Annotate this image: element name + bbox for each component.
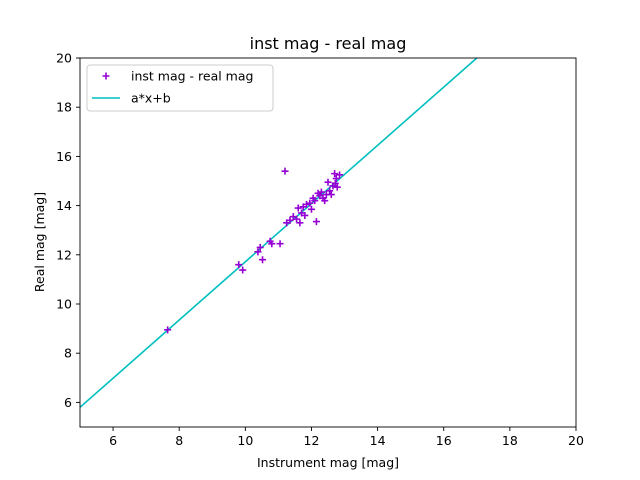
legend-scatter-marker	[102, 72, 110, 80]
data-point-marker	[281, 167, 289, 175]
data-point-marker	[268, 240, 276, 248]
data-point-marker	[307, 205, 315, 213]
data-point-marker	[164, 326, 172, 334]
data-point-marker	[276, 240, 284, 248]
x-tick-label: 12	[304, 433, 320, 448]
data-point-marker	[333, 183, 341, 191]
x-tick-label: 18	[502, 433, 518, 448]
data-point	[312, 218, 320, 226]
plot-area	[80, 58, 478, 408]
legend-box	[86, 64, 274, 112]
data-point-marker	[326, 187, 334, 195]
data-point-marker	[321, 197, 329, 205]
data-point	[286, 216, 294, 224]
data-point	[281, 167, 289, 175]
axes: 6 8 10 12 14 16 18 20 6 8 10 12 14 16 18 20	[56, 51, 584, 449]
y-tick-label: 16	[56, 149, 72, 164]
legend-label-scatter: inst mag - real mag	[131, 69, 253, 84]
data-point	[294, 204, 302, 212]
y-tick-label: 8	[64, 346, 72, 361]
chart-title: inst mag - real mag	[250, 34, 407, 53]
data-point-marker	[312, 218, 320, 226]
data-point-marker	[306, 199, 314, 207]
data-point	[326, 187, 334, 195]
y-tick-label: 18	[56, 100, 72, 115]
data-point-marker	[259, 256, 267, 264]
data-point	[268, 240, 276, 248]
data-point-marker	[294, 204, 302, 212]
scatter-series	[164, 167, 344, 334]
fit-line-series	[80, 58, 478, 408]
data-point	[239, 266, 247, 274]
x-tick-label: 8	[175, 433, 183, 448]
y-tick-label: 20	[56, 51, 72, 66]
y-tick-label: 10	[56, 297, 72, 312]
data-point	[256, 243, 264, 251]
data-point	[327, 191, 335, 199]
plot-frame	[79, 57, 577, 428]
data-point	[317, 188, 325, 196]
data-point	[321, 197, 329, 205]
data-point	[301, 211, 309, 219]
legend-entry-line: a*x+b	[92, 91, 171, 106]
data-point	[254, 248, 262, 256]
data-point-marker	[324, 178, 332, 186]
data-point-marker	[296, 219, 304, 227]
data-point	[324, 178, 332, 186]
data-point	[296, 219, 304, 227]
data-point-marker	[331, 179, 339, 187]
data-point	[164, 326, 172, 334]
data-point-marker	[331, 170, 339, 178]
x-tick-label: 16	[436, 433, 452, 448]
data-point-marker	[303, 200, 311, 208]
y-axis-label: Real mag [mag]	[32, 192, 47, 292]
data-point-marker	[286, 216, 294, 224]
data-point-marker	[336, 171, 344, 179]
legend-entry-scatter: inst mag - real mag	[102, 69, 253, 84]
data-point-marker	[293, 215, 301, 223]
legend: inst mag - real mag a*x+b	[86, 64, 274, 112]
data-point-marker	[311, 197, 319, 205]
data-point	[331, 179, 339, 187]
x-tick-label: 20	[568, 433, 584, 448]
data-point-marker	[239, 266, 247, 274]
data-point	[336, 171, 344, 179]
data-point	[331, 170, 339, 178]
data-point	[293, 215, 301, 223]
data-point-marker	[235, 261, 243, 269]
data-point-marker	[301, 211, 309, 219]
y-tick-label: 14	[56, 198, 72, 213]
data-point	[235, 261, 243, 269]
x-axis-label: Instrument mag [mag]	[257, 455, 399, 470]
data-point	[307, 205, 315, 213]
data-point-marker	[256, 243, 264, 251]
data-point-marker	[327, 191, 335, 199]
y-tick-label: 12	[56, 247, 72, 262]
x-tick-label: 14	[370, 433, 386, 448]
data-point	[311, 197, 319, 205]
fit-line	[80, 58, 478, 408]
x-tick-label: 6	[109, 433, 117, 448]
legend-label-line: a*x+b	[131, 91, 171, 106]
y-tick-label: 6	[64, 395, 72, 410]
data-point	[333, 183, 341, 191]
data-point	[332, 175, 340, 183]
data-point-marker	[317, 188, 325, 196]
data-point-marker	[332, 175, 340, 183]
data-point	[306, 199, 314, 207]
data-point	[276, 240, 284, 248]
data-point-marker	[254, 248, 262, 256]
x-tick-label: 10	[237, 433, 253, 448]
data-point	[259, 256, 267, 264]
data-point	[303, 200, 311, 208]
